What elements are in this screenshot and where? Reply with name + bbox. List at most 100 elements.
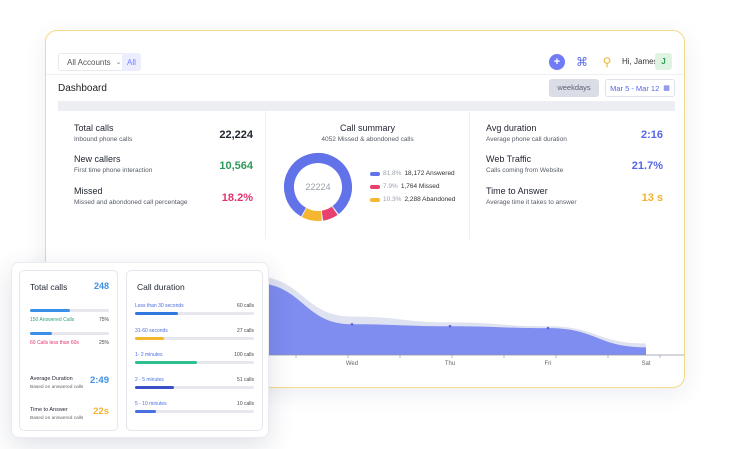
account-tag-all[interactable]: All [122,53,141,71]
area-point [546,326,550,330]
weekdays-button[interactable]: weekdays [549,79,599,97]
page-title: Dashboard [58,83,107,94]
duration-count: 60 calls [237,303,254,309]
area-point [448,324,452,328]
stat-title: Time to Answer [486,186,548,196]
call-summary-panel: Call summary 4052 Missed & abondoned cal… [266,111,470,239]
avatar[interactable]: J [655,53,672,70]
stat-web-traffic: Web Traffic Calls coming from Website 21… [486,154,663,184]
avg-duration-subtitle: Based on answered calls [30,385,84,390]
duration-progress [135,410,254,413]
plus-icon[interactable]: + [549,54,565,70]
donut-legend: 81.8% 18,172 Answered 7.9% 1,764 Missed … [370,167,455,206]
donut-center-value: 22224 [305,182,330,192]
stat-subtitle: Inbound phone calls [74,136,133,143]
call-metrics-overlay: Total calls 248 150 Answered Calls 75% 6… [11,262,269,438]
duration-label: 2 - 5 minutes [135,376,164,383]
legend-swatch [370,184,380,189]
x-tick-label: Sat [641,361,650,367]
duration-label: Less than 30 seconds [135,303,184,309]
calendar-icon: ▦ [663,85,670,92]
duration-count: 10 calls [237,401,254,407]
stats-left-column: Total calls Inbound phone calls 22,224 N… [58,111,266,239]
stat-avg-duration: Avg duration Average phone call duration… [486,123,663,153]
stat-value: 2:16 [640,129,663,141]
stats-panel: Total calls Inbound phone calls 22,224 N… [58,111,675,239]
progress-fill [135,312,178,315]
command-icon[interactable]: ⌘ [576,55,588,69]
stat-subtitle: Average phone call duration [486,136,567,143]
legend-swatch [370,171,380,176]
progress-fill [30,309,70,312]
duration-label: 5 - 10 minutes [135,401,167,407]
date-range-label: Mar 5 - Mar 12 [610,83,660,93]
x-tick-label: Fri [545,361,552,367]
short-calls-percent: 25% [98,340,109,346]
progress-fill [30,332,53,335]
legend-item-abandoned: 10.3% 2,288 Abandoned [370,193,455,206]
area-point [350,322,354,326]
stat-missed: Missed Missed and abondoned call percent… [74,186,253,216]
legend-percent: 81.8% [383,170,402,177]
calls-area-chart: TueWedThuFriSat [156,276,684,367]
area-series-calls [156,283,646,355]
stat-subtitle: Average time it takes to answer [486,199,577,206]
time-to-answer-value: 22s [93,406,109,417]
time-to-answer-subtitle: Based on answered calls [30,416,84,421]
stat-subtitle: Calls coming from Website [486,167,564,174]
legend-label: 2,288 Abandoned [404,196,456,203]
answered-calls-label: 150 Answered Calls [30,317,75,323]
x-tick-label: Thu [445,361,455,367]
legend-item-answered: 81.8% 18,172 Answered [370,167,455,180]
total-calls-card: Total calls 248 150 Answered Calls 75% 6… [19,270,118,431]
stat-value: 10,564 [219,160,253,172]
x-tick-label: Wed [346,361,358,367]
stat-new-callers: New callers First time phone interaction… [74,154,253,184]
card-title: Call duration [137,282,185,292]
duration-count: 100 calls [234,352,254,358]
call-summary-donut: 22224 [284,153,352,221]
progress-fill [135,410,157,413]
stat-subtitle: Missed and abondoned call percentage [74,199,188,206]
legend-label: 18,172 Answered [404,170,455,177]
answered-progress [30,309,109,312]
progress-fill [135,361,197,364]
duration-progress [135,336,254,340]
account-select[interactable]: All Accounts ⌄ [58,53,131,71]
duration-progress [135,312,254,315]
top-bar: All Accounts ⌄ All + ⌘ ⚲ Hi, James J [46,49,684,75]
stat-total-calls: Total calls Inbound phone calls 22,224 [74,123,253,153]
date-range-picker[interactable]: Mar 5 - Mar 12 ▦ [605,79,675,97]
legend-percent: 10.3% [383,196,402,203]
duration-progress [135,385,254,389]
avg-duration-title: Average Duration [30,376,73,382]
stat-title: Missed [74,186,103,196]
call-duration-card: Call duration Less than 30 seconds 60 cal… [126,270,263,431]
section-strip [58,101,675,111]
duration-progress [135,361,254,364]
stat-title: New callers [74,154,121,164]
key-icon[interactable]: ⚲ [602,55,612,69]
account-select-label: All Accounts [67,57,111,67]
legend-percent: 7.9% [383,183,398,190]
total-calls-value: 248 [93,281,109,291]
stat-value: 22,224 [219,129,253,141]
chevron-down-icon: ⌄ [115,59,122,66]
legend-swatch [370,197,380,202]
stat-value: 21.7% [631,160,663,172]
stat-value: 18.2% [221,192,253,204]
user-greeting: Hi, James [622,57,658,66]
legend-label: 1,764 Missed [400,183,440,190]
divider [46,74,684,75]
call-summary-title: Call summary [339,123,395,133]
short-calls-label: 60 Calls less than 60s [30,340,79,346]
donut-segment [284,153,352,221]
legend-item-missed: 7.9% 1,764 Missed [370,180,455,193]
duration-label: 31-60 seconds [135,327,168,334]
stat-value: 13 s [641,192,663,204]
stats-right-column: Avg duration Average phone call duration… [470,111,675,239]
progress-fill [135,385,175,389]
short-calls-progress [30,332,109,335]
duration-count: 51 calls [237,376,254,383]
stat-subtitle: First time phone interaction [74,167,153,174]
